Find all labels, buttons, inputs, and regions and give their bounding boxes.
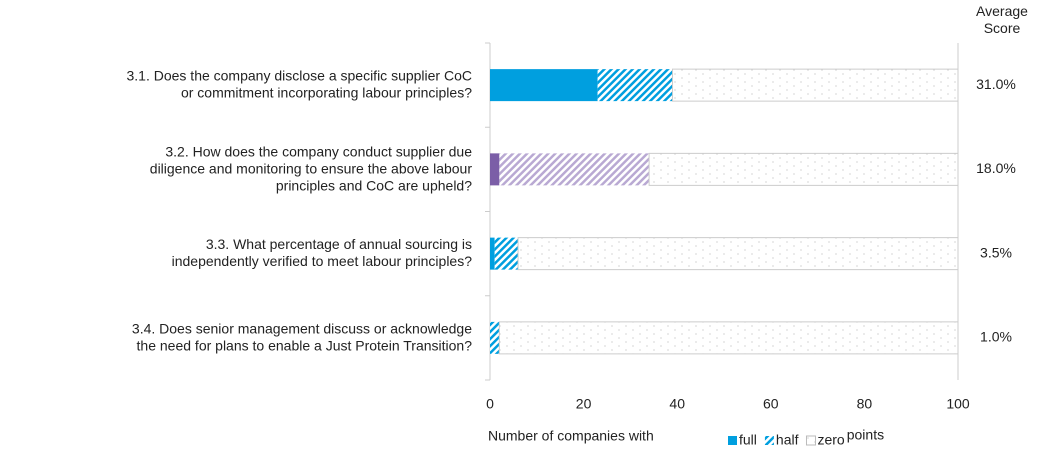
category-line: or commitment incorporating labour princ… xyxy=(181,84,472,100)
category-line: the need for plans to enable a Just Prot… xyxy=(137,337,473,353)
legend-swatch xyxy=(764,436,774,445)
category-label: 3.4. Does senior management discuss or a… xyxy=(132,320,472,353)
bar-segment xyxy=(490,153,500,186)
category-line: 3.1. Does the company disclose a specifi… xyxy=(126,67,472,83)
bar-segment xyxy=(490,69,598,102)
bar-segment xyxy=(672,68,959,102)
category-line: 3.4. Does senior management discuss or a… xyxy=(132,320,472,336)
bar-segment xyxy=(597,69,673,102)
category-line: diligence and monitoring to ensure the a… xyxy=(150,160,473,176)
bar-segment xyxy=(494,237,519,270)
average-title-line: Average xyxy=(976,3,1028,19)
bar-segment xyxy=(498,321,959,355)
category-line: principles and CoC are upheld? xyxy=(276,177,472,193)
x-tick-label: 80 xyxy=(857,396,873,412)
bar-segment xyxy=(517,237,959,271)
legend-swatch xyxy=(805,435,816,446)
x-tick-label: 100 xyxy=(946,396,970,412)
bar-segment xyxy=(490,321,500,354)
x-tick-label: 40 xyxy=(669,396,685,412)
category-label: 3.3. What percentage of annual sourcing … xyxy=(172,236,473,269)
category-line: independently verified to meet labour pr… xyxy=(172,253,473,269)
legend-swatch xyxy=(728,436,737,445)
bar-segment xyxy=(490,237,495,270)
bar-segment xyxy=(499,153,650,186)
average-score: 18.0% xyxy=(976,160,1016,176)
average-score: 31.0% xyxy=(976,76,1016,92)
average-title: Average Score xyxy=(976,3,1028,36)
legend-label: zero xyxy=(817,432,844,448)
legend-suffix: points xyxy=(847,427,884,443)
category-label: 3.1. Does the company disclose a specifi… xyxy=(126,67,472,100)
category-line: 3.3. What percentage of annual sourcing … xyxy=(206,236,472,252)
x-tick-label: 0 xyxy=(486,396,494,412)
x-tick-label: 60 xyxy=(763,396,779,412)
legend-label: full xyxy=(739,432,757,448)
x-tick-label: 20 xyxy=(576,396,592,412)
average-title-line: Score xyxy=(984,20,1021,36)
category-line: 3.2. How does the company conduct suppli… xyxy=(165,143,472,159)
average-score: 3.5% xyxy=(980,244,1012,260)
x-axis-label: Number of companies with xyxy=(488,428,654,444)
category-label: 3.2. How does the company conduct suppli… xyxy=(150,143,473,193)
legend-label: half xyxy=(776,432,799,448)
average-score: 1.0% xyxy=(980,329,1012,345)
bar-segment xyxy=(648,152,959,186)
